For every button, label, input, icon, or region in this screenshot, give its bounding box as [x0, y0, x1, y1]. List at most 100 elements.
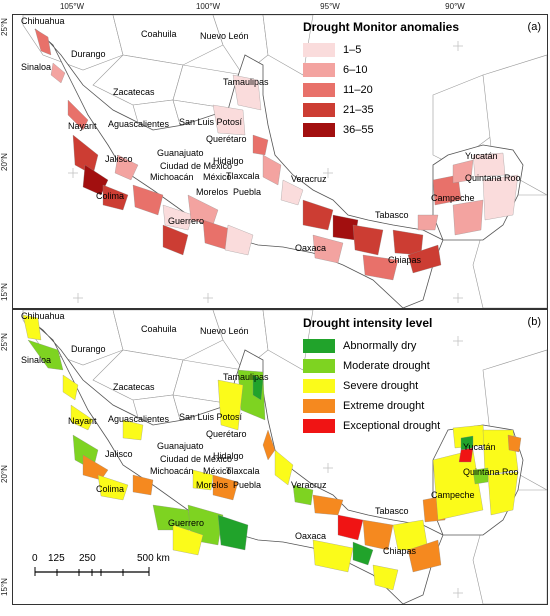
scale-tick-500: 500 km — [137, 553, 170, 564]
state-label-colima: Colima — [96, 191, 125, 201]
legend-swatch — [303, 123, 335, 137]
state-label-ciudad-de-mexico: Ciudad de México — [160, 161, 233, 171]
intensity-map — [22, 310, 547, 604]
state-label-queretaro: Querétaro — [206, 429, 247, 439]
legend-item: 36–55 — [303, 120, 543, 140]
panel-tag: (b) — [527, 316, 541, 328]
state-labels: Chihuahua Durango Coahuila Nuevo León Si… — [13, 310, 547, 604]
legend-item: 21–35 — [303, 100, 543, 120]
legend-label: Extreme drought — [343, 400, 425, 412]
state-label-coahuila: Coahuila — [141, 29, 177, 39]
intensity-patches — [22, 314, 522, 591]
legend-swatch — [303, 339, 335, 353]
state-label-chiapas: Chiapas — [388, 255, 422, 265]
legend-title: Drought intensity level — [303, 316, 433, 330]
legend-items: 1–5 6–10 11–20 21–35 36–55 — [303, 40, 543, 140]
state-label-guanajuato: Guanajuato — [157, 148, 204, 158]
legend-title: Drought Monitor anomalies — [303, 20, 459, 34]
state-label-zacatecas: Zacatecas — [113, 382, 155, 392]
state-label-michoacan: Michoacán — [150, 466, 194, 476]
state-label-hidalgo: Hidalgo — [213, 156, 244, 166]
anomaly-patches — [34, 28, 519, 281]
state-label-san-luis-potosi: San Luis Potosí — [179, 117, 243, 127]
latitude-label: 25°N — [0, 18, 9, 36]
legend-label: Abnormally dry — [343, 340, 417, 352]
state-label-tabasco: Tabasco — [375, 506, 409, 516]
legend-item: Abnormally dry — [303, 336, 543, 356]
state-labels: Chihuahua Durango Coahuila Nuevo León Si… — [13, 15, 547, 308]
state-label-chiapas: Chiapas — [383, 546, 417, 556]
state-label-tabasco: Tabasco — [375, 210, 409, 220]
state-label-chihuahua: Chihuahua — [21, 311, 65, 321]
anomaly-legend: Drought Monitor anomalies 1–5 6–10 11–20 21… — [303, 20, 543, 140]
latitude-label: 25°N — [0, 333, 9, 351]
longitude-label: 100°W — [195, 2, 221, 11]
longitude-label: 95°W — [320, 2, 340, 11]
latitude-label: 20°N — [0, 153, 9, 171]
state-label-ciudad-de-mexico: Ciudad de México — [160, 454, 233, 464]
state-label-aguascalientes: Aguascalientes — [108, 414, 170, 424]
legend-label: 1–5 — [343, 44, 362, 56]
state-label-queretaro: Querétaro — [206, 134, 247, 144]
legend-label: 11–20 — [343, 84, 373, 96]
legend-item: 1–5 — [303, 40, 543, 60]
state-label-sinaloa: Sinaloa — [21, 355, 52, 365]
state-label-puebla: Puebla — [233, 187, 262, 197]
legend-label: Severe drought — [343, 380, 419, 392]
state-label-michoacan: Michoacán — [150, 172, 194, 182]
state-label-quintana-roo: Quintana Roo — [463, 467, 519, 477]
scale-tick-0: 0 — [32, 553, 38, 564]
legend-swatch — [303, 419, 335, 433]
legend-label: 36–55 — [343, 124, 374, 136]
state-label-yucatan: Yucatán — [465, 151, 498, 161]
anomaly-map — [22, 15, 547, 308]
panel-tag: (a) — [527, 21, 541, 33]
latitude-label: 20°N — [0, 465, 9, 483]
state-label-durango: Durango — [71, 344, 106, 354]
state-label-campeche: Campeche — [431, 193, 475, 203]
scale-tick-250: 250 — [79, 553, 96, 564]
legend-swatch — [303, 379, 335, 393]
legend-swatch — [303, 63, 335, 77]
latitude-label: 15°N — [0, 283, 9, 301]
state-label-tamaulipas: Tamaulipas — [223, 372, 269, 382]
state-label-jalisco: Jalisco — [105, 449, 133, 459]
state-label-veracruz: Veracruz — [291, 480, 327, 490]
legend-label: Moderate drought — [343, 360, 430, 372]
scale-bar — [34, 567, 150, 576]
legend-item: Moderate drought — [303, 356, 543, 376]
state-label-durango: Durango — [71, 49, 106, 59]
state-label-nuevo-leon: Nuevo León — [200, 326, 249, 336]
longitude-label: 90°W — [445, 2, 465, 11]
state-label-mexico: México — [203, 172, 232, 182]
state-label-guanajuato: Guanajuato — [157, 441, 204, 451]
map-panel-anomalies: Chihuahua Durango Coahuila Nuevo León Si… — [12, 14, 548, 309]
state-label-san-luis-potosi: San Luis Potosí — [179, 412, 243, 422]
state-label-chihuahua: Chihuahua — [21, 16, 65, 26]
legend-label: 6–10 — [343, 64, 368, 76]
legend-swatch — [303, 399, 335, 413]
state-label-veracruz: Veracruz — [291, 174, 327, 184]
state-label-nayarit: Nayarit — [68, 121, 97, 131]
legend-swatch — [303, 359, 335, 373]
state-label-oaxaca: Oaxaca — [295, 243, 327, 253]
state-label-zacatecas: Zacatecas — [113, 87, 155, 97]
state-label-aguascalientes: Aguascalientes — [108, 119, 170, 129]
state-label-nayarit: Nayarit — [68, 416, 97, 426]
legend-label: 21–35 — [343, 104, 374, 116]
legend-items: Abnormally dry Moderate drought Severe dro… — [303, 336, 543, 436]
graticule — [68, 41, 463, 303]
state-label-tamaulipas: Tamaulipas — [223, 77, 269, 87]
state-label-quintana-roo: Quintana Roo — [465, 173, 521, 183]
legend-item: 6–10 — [303, 60, 543, 80]
state-label-guerrero: Guerrero — [168, 216, 205, 226]
state-label-hidalgo: Hidalgo — [213, 451, 244, 461]
state-label-sinaloa: Sinaloa — [21, 62, 52, 72]
state-label-tlaxcala: Tlaxcala — [226, 466, 260, 476]
state-label-colima: Colima — [96, 484, 125, 494]
legend-swatch — [303, 43, 335, 57]
state-label-nuevo-leon: Nuevo León — [200, 31, 249, 41]
coastline — [34, 28, 444, 308]
state-label-morelos: Morelos — [196, 187, 229, 197]
legend-item: Extreme drought — [303, 396, 543, 416]
